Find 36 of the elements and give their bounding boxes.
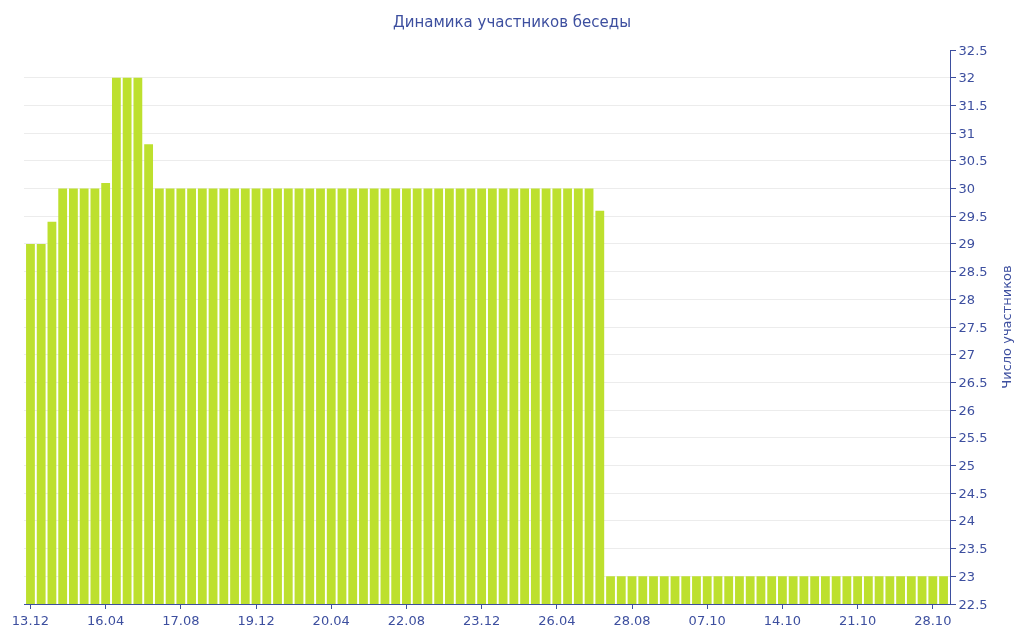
x-tick-label: 13.12 [11,612,50,628]
x-tick-label: 20.04 [312,612,350,628]
y2-tick-label: 26 [958,402,976,418]
x-tick-label: 14.10 [763,612,802,628]
y2-tick-label: 30.5 [958,153,988,169]
y2-tick-label: 29 [958,236,976,252]
x-tick-label: 23.12 [463,612,501,628]
x-tick-label: 17.08 [162,612,200,628]
y2-tick-label: 27 [958,347,976,363]
chart-title: Динамика участников беседы [392,12,632,31]
y2-tick-label: 26.5 [958,374,988,390]
y2-tick-label: 29.5 [958,208,988,224]
y2-tick-label: 25 [958,458,976,474]
y2-tick-label: 24 [958,513,976,529]
x-tick-label: 26.04 [538,612,576,628]
y2-tick-label: 27.5 [958,319,988,335]
y2-tick-label: 28.5 [958,264,988,280]
x-tick-label: 22.08 [387,612,426,628]
x-tick-label: 16.04 [87,612,125,628]
y2-tick-label: 32.5 [958,42,988,58]
x-tick-label: 28.08 [613,612,651,628]
y2-tick-label: 32 [958,70,976,86]
x-tick-label: 21.10 [839,612,877,628]
y2-tick-label: 24.5 [958,485,988,501]
y2-tick-label: 30 [958,181,976,197]
y2-tick-label: 31 [958,125,976,141]
y2-tick-label: 28 [958,291,976,307]
x-tick-label: 19.12 [237,612,275,628]
y2-axis-title: Число участников [999,265,1015,389]
x-tick-label: 28.10 [914,612,952,628]
y2-tick-label: 22.5 [958,596,988,612]
y2-tick-label: 23 [958,568,976,584]
x-tick-label: 07.10 [688,612,726,628]
y2-tick-label: 25.5 [958,430,988,446]
y2-tick-label: 23.5 [958,541,988,557]
y2-tick-label: 31.5 [958,97,988,113]
